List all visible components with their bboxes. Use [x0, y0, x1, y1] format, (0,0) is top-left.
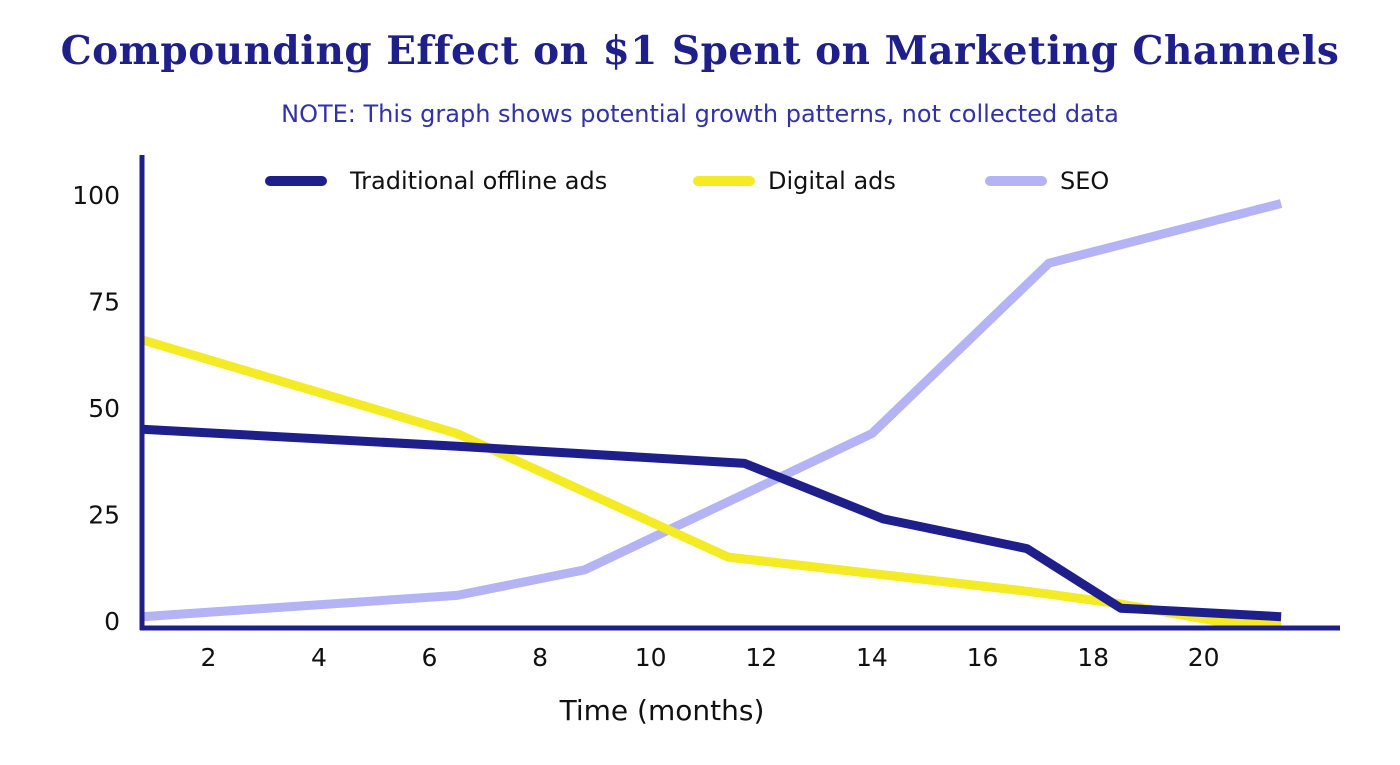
x-tick-label: 12: [745, 643, 777, 672]
y-tick-label: 25: [88, 501, 120, 530]
x-tick-label: 4: [311, 643, 327, 672]
x-tick-label: 10: [635, 643, 667, 672]
legend-label-2: SEO: [1060, 167, 1109, 195]
series-line-2: [141, 199, 1283, 622]
x-tick-label: 6: [422, 643, 438, 672]
y-tick-label: 75: [88, 288, 120, 317]
legend-label-1: Digital ads: [768, 167, 896, 195]
x-axis-label: Time (months): [559, 694, 765, 727]
series-line-0: [141, 424, 1282, 622]
y-tick-label: 100: [72, 181, 120, 210]
x-tick-label: 8: [532, 643, 548, 672]
series-layer: [140, 199, 1283, 626]
y-tick-labels: 0 25 50 75 100: [72, 181, 120, 636]
x-tick-label: 20: [1188, 643, 1220, 672]
x-tick-label: 18: [1077, 643, 1109, 672]
x-tick-label: 2: [200, 643, 216, 672]
y-tick-label: 0: [104, 607, 120, 636]
chart-title: Compounding Effect on $1 Spent on Market…: [60, 28, 1340, 74]
x-tick-label: 16: [967, 643, 999, 672]
chart-subtitle: NOTE: This graph shows potential growth …: [281, 100, 1119, 128]
x-tick-label: 14: [856, 643, 888, 672]
legend: Traditional offline ads Digital ads SEO: [265, 167, 1109, 195]
axes-layer: [139, 155, 1340, 631]
legend-label-0: Traditional offline ads: [349, 167, 607, 195]
y-tick-label: 50: [88, 394, 120, 423]
series-line-1: [140, 335, 1282, 626]
x-tick-labels: 2 4 6 8 10 12 14 16 18 20: [200, 643, 1219, 672]
